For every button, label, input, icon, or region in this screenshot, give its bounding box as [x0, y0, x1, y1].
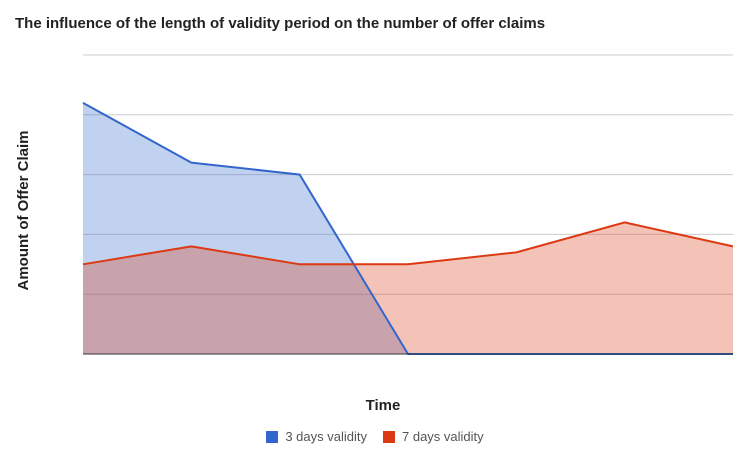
- legend-item-3-days[interactable]: 3 days validity: [266, 429, 367, 444]
- legend-swatch-7-days: [383, 430, 395, 443]
- legend: 3 days validity 7 days validity: [0, 429, 750, 444]
- legend-label-3-days: 3 days validity: [285, 429, 367, 444]
- chart-title: The influence of the length of validity …: [15, 15, 546, 32]
- series-area-0: [83, 102, 733, 354]
- legend-swatch-3-days: [266, 430, 279, 443]
- gridlines: [83, 54, 733, 295]
- series-line-1[interactable]: [82, 221, 734, 266]
- x-axis-label: Time: [366, 397, 401, 414]
- y-axis-label: Amount of Offer Claim: [15, 131, 32, 291]
- series-layer: [82, 101, 734, 355]
- legend-item-7-days[interactable]: 7 days validity: [383, 429, 484, 444]
- legend-label-7-days: 7 days validity: [402, 429, 484, 444]
